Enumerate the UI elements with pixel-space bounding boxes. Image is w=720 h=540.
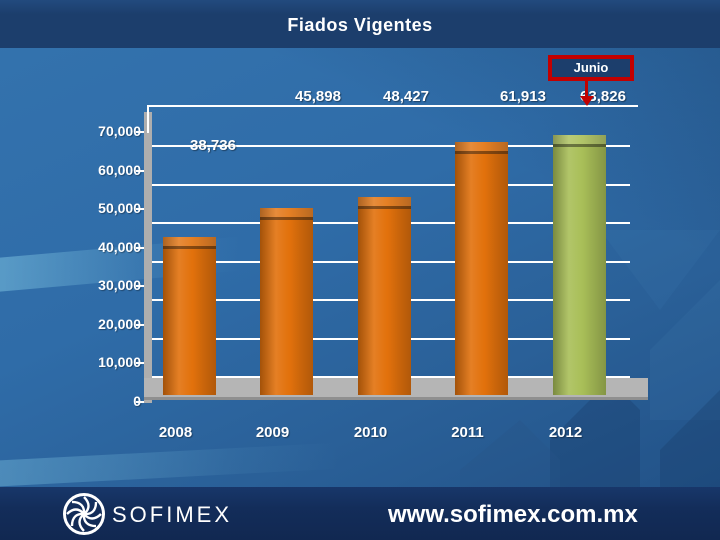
callout-arrowhead-icon — [580, 96, 594, 106]
bar-cap — [553, 144, 606, 147]
bar-cap — [455, 151, 508, 154]
year-label-2008: 2008 — [158, 424, 193, 441]
gridline-60000 — [152, 184, 630, 186]
y-tick-label-30000: 30,000 — [98, 277, 141, 293]
value-label-2009: 45,898 — [295, 88, 341, 105]
y-tick-mark-20000 — [136, 324, 144, 326]
year-label-2012: 2012 — [548, 424, 583, 441]
bar-top-face — [553, 135, 606, 144]
bar-top-face — [163, 237, 216, 246]
callout-arrow-icon — [585, 81, 588, 97]
year-label-2010: 2010 — [353, 424, 388, 441]
y-axis-wall — [144, 112, 152, 403]
junio-callout: Junio — [548, 55, 634, 81]
plot-top-line — [147, 105, 638, 107]
background-chevrons — [460, 230, 720, 500]
sofimex-logo-icon — [63, 493, 105, 535]
bar-2008 — [163, 237, 216, 395]
bar-top-face — [260, 208, 313, 217]
gridline-70000 — [152, 145, 630, 147]
y-tick-mark-40000 — [136, 247, 144, 249]
year-label-2009: 2009 — [255, 424, 290, 441]
y-tick-label-60000: 60,000 — [98, 162, 141, 178]
bar-2011 — [455, 142, 508, 395]
bar-2010 — [358, 197, 411, 395]
plot-left-border — [147, 105, 149, 133]
value-label-2010: 48,427 — [383, 88, 429, 105]
y-tick-mark-0 — [136, 401, 144, 403]
y-tick-mark-30000 — [136, 285, 144, 287]
bar-top-face — [455, 142, 508, 151]
y-tick-mark-70000 — [136, 131, 144, 133]
value-label-2008: 38,736 — [190, 137, 236, 154]
y-tick-mark-50000 — [136, 208, 144, 210]
value-label-2011: 61,913 — [500, 88, 546, 105]
callout-label: Junio — [573, 60, 609, 75]
website-url: www.sofimex.com.mx — [388, 501, 638, 528]
y-tick-label-10000: 10,000 — [98, 354, 141, 370]
slide-header: Fiados Vigentes — [0, 0, 720, 48]
y-tick-label-20000: 20,000 — [98, 316, 141, 332]
value-label-2012: 63,826 — [580, 88, 626, 105]
y-tick-label-50000: 50,000 — [98, 200, 141, 216]
bar-2009 — [260, 208, 313, 395]
bar-cap — [163, 246, 216, 249]
y-tick-label-40000: 40,000 — [98, 239, 141, 255]
y-tick-label-70000: 70,000 — [98, 123, 141, 139]
footer: SOFIMEX www.sofimex.com.mx — [0, 487, 720, 540]
bar-2012 — [553, 135, 606, 395]
bar-cap — [358, 206, 411, 209]
y-tick-mark-10000 — [136, 362, 144, 364]
brand-text: SOFIMEX — [112, 502, 233, 527]
y-tick-label-0: 0 — [81, 393, 141, 409]
bar-top-face — [358, 197, 411, 206]
page-title: Fiados Vigentes — [287, 15, 433, 35]
year-label-2011: 2011 — [451, 424, 484, 441]
bar-cap — [260, 217, 313, 220]
y-tick-mark-60000 — [136, 170, 144, 172]
